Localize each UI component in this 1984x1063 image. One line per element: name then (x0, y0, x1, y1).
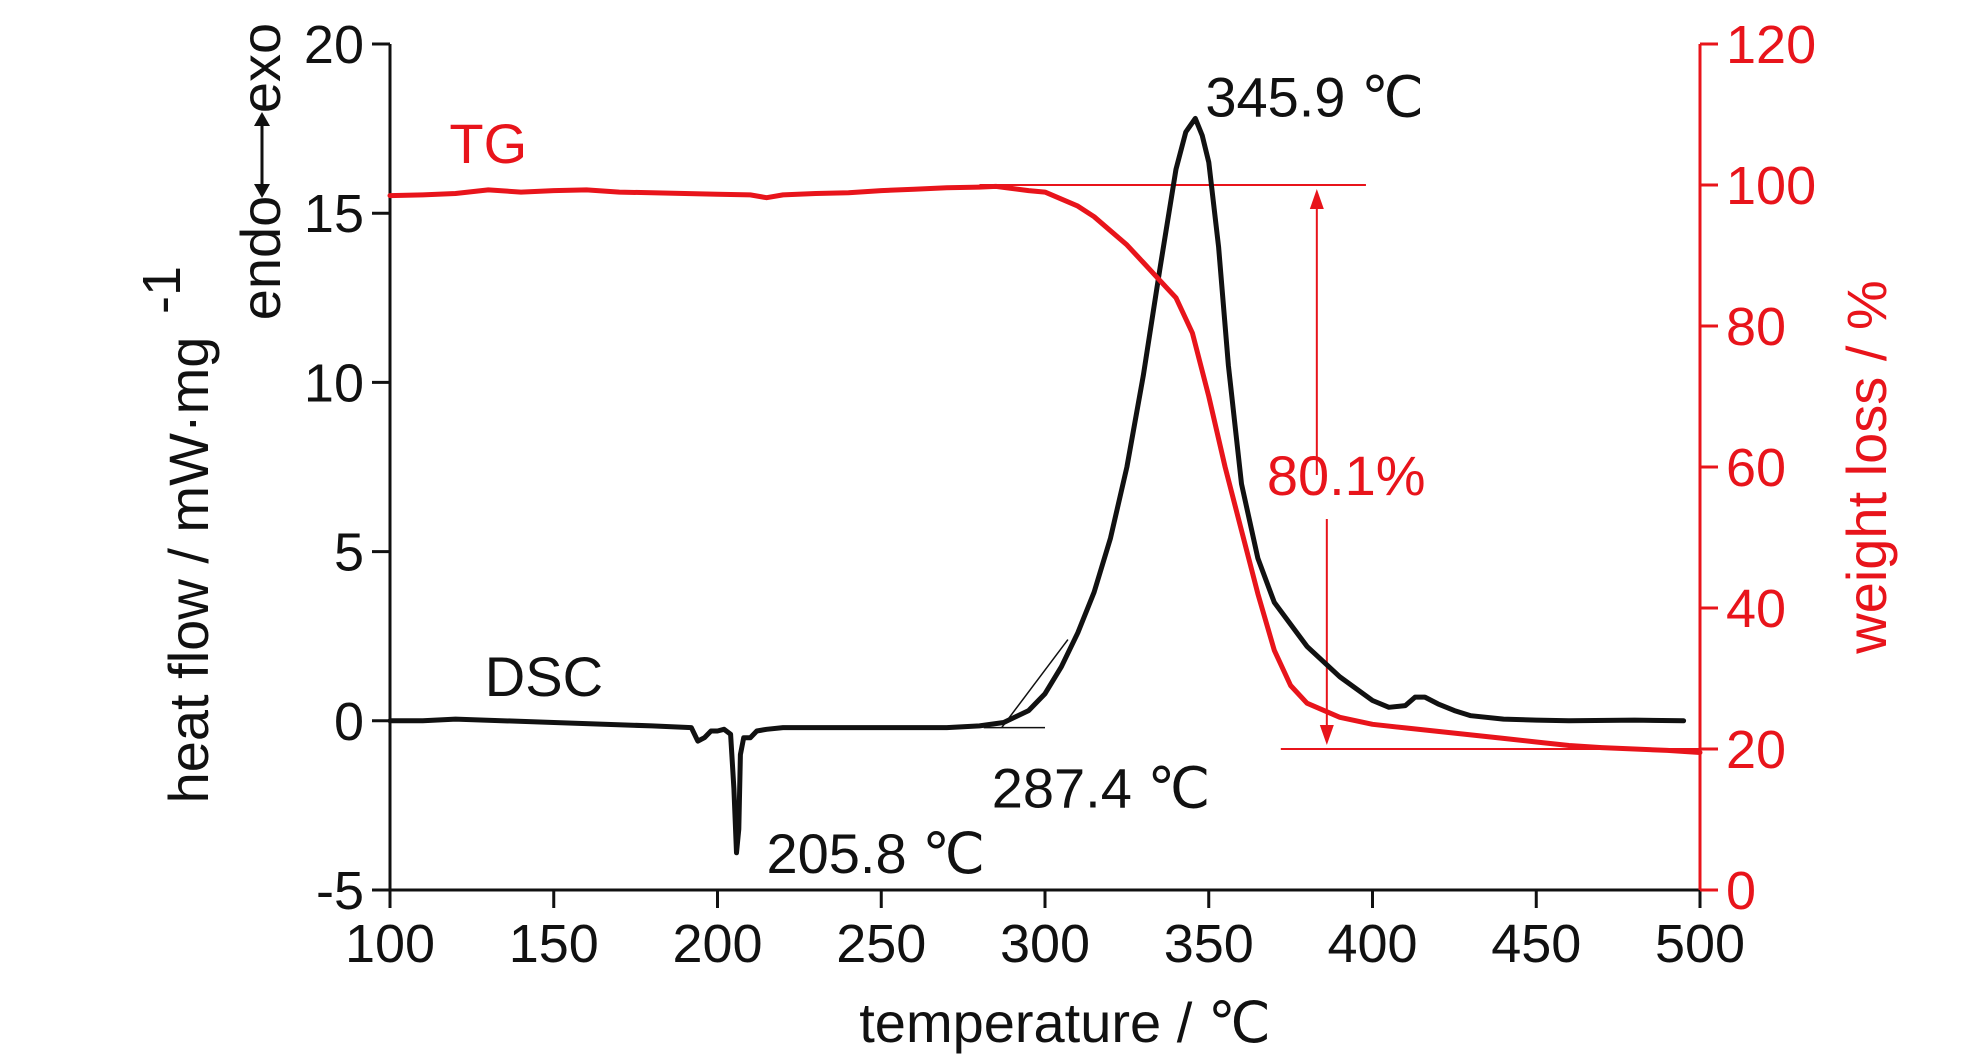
y-left-tick-label: 5 (334, 523, 364, 583)
y-left-tick-label: 15 (304, 184, 364, 244)
exo-arrow-head (254, 112, 270, 126)
series-line-dsc (387, 115, 1687, 856)
y-left-tick-label: 20 (304, 15, 364, 75)
weight-loss-arrow-up-head (1309, 189, 1324, 209)
x-axis-label: temperature / ℃ (859, 991, 1271, 1054)
y-left-axis-label-superscript: -1 (132, 266, 192, 314)
y-right-tick-label: 60 (1726, 438, 1786, 498)
x-tick-label: 150 (509, 914, 599, 974)
endo-arrow-head (254, 184, 270, 198)
y-left-tick-label: 0 (334, 692, 364, 752)
x-tick-label: 400 (1327, 914, 1417, 974)
dsc-series-label: DSC (485, 645, 603, 708)
series-layer (387, 115, 1703, 856)
tg-series-label: TG (449, 112, 527, 175)
y-right-tick-label: 20 (1726, 720, 1786, 780)
x-tick-label: 500 (1655, 914, 1745, 974)
y-left-tick-label: 10 (304, 353, 364, 413)
labels-layer: temperature / ℃ heat flow / mW·mg -1 weight… (132, 23, 1898, 1054)
weight-loss-label: 80.1% (1267, 444, 1426, 507)
endo-label: endo (229, 196, 292, 321)
x-tick-label: 350 (1164, 914, 1254, 974)
x-tick-label: 300 (1000, 914, 1090, 974)
endo-peak-temperature-label: 205.8 ℃ (766, 822, 985, 885)
y-left-tick-label: -5 (316, 861, 364, 921)
y-right-tick-label: 40 (1726, 579, 1786, 639)
peak-temperature-label: 345.9 ℃ (1205, 65, 1424, 128)
y-right-tick-label: 80 (1726, 297, 1786, 357)
x-tick-label: 250 (836, 914, 926, 974)
ticks-layer: 100 150 200 250 300 350 400 450 500-505101520020… (304, 15, 1816, 974)
exo-label: exo (229, 23, 292, 113)
y-right-tick-label: 100 (1726, 156, 1816, 216)
series-line-tg (387, 183, 1703, 755)
onset-temperature-label: 287.4 ℃ (992, 757, 1211, 820)
y-right-tick-label: 0 (1726, 861, 1756, 921)
x-tick-label: 100 (345, 914, 435, 974)
onset-tangent (1001, 639, 1069, 729)
x-tick-label: 450 (1491, 914, 1581, 974)
weight-loss-arrow-down-head (1319, 725, 1334, 745)
x-tick-label: 200 (672, 914, 762, 974)
y-right-tick-label: 120 (1726, 15, 1816, 75)
y-left-axis-label: heat flow / mW·mg (157, 337, 220, 804)
y-right-axis-label: weight loss / % (1835, 280, 1898, 655)
